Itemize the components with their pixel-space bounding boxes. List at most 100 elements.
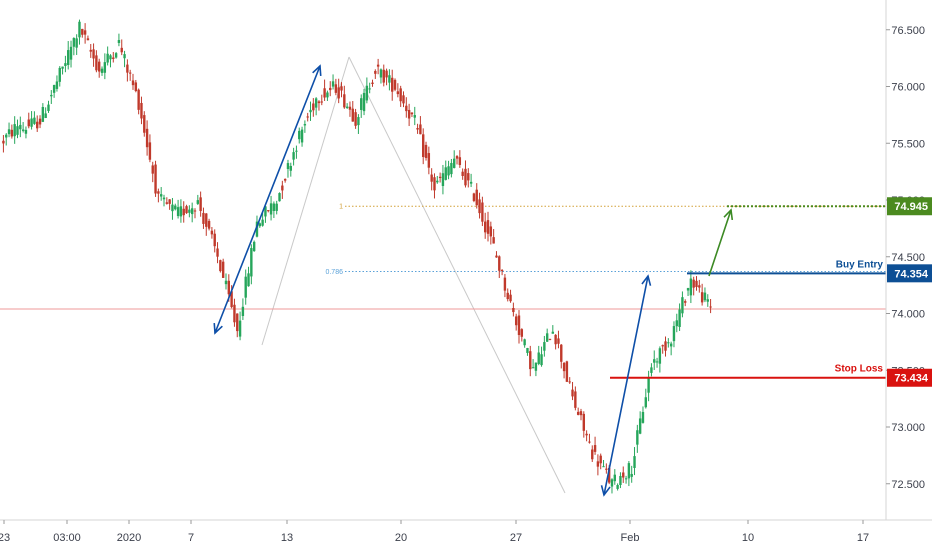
candle-body	[385, 70, 388, 78]
candle-body	[596, 461, 600, 467]
target-price-tag-bg	[887, 197, 932, 216]
candle-body	[576, 411, 580, 415]
candle-body	[2, 140, 5, 144]
target-arrow-head	[723, 208, 734, 221]
candle-body	[492, 237, 495, 244]
candle-body	[303, 124, 307, 126]
candle-body	[388, 75, 391, 83]
candle-body	[100, 68, 104, 73]
candle-body	[312, 103, 315, 111]
candle-body	[145, 128, 149, 148]
price-axis[interactable]: 72.50073.00073.50074.00074.50075.00075.5…	[885, 0, 932, 520]
candle-body	[360, 98, 363, 110]
price-tick-label: 73.000	[891, 422, 925, 434]
candle-body	[227, 280, 231, 295]
candle-body	[320, 101, 323, 103]
price-tick-label: 76.500	[891, 25, 925, 37]
candle-body	[675, 320, 678, 327]
candle-body	[112, 57, 115, 59]
candle-body	[585, 433, 588, 436]
buy-entry-label: Buy Entry	[836, 259, 884, 270]
candle-body	[422, 134, 425, 158]
candle-body	[143, 115, 146, 133]
candle-body	[278, 193, 281, 202]
candle-body	[213, 233, 216, 247]
candle-body	[64, 63, 67, 66]
candle-body	[669, 343, 673, 347]
candle-body	[686, 288, 690, 291]
candle-body	[300, 129, 304, 143]
time-axis[interactable]: 23 03:00 2020 7 13 20 27 Feb 10 17	[0, 519, 932, 544]
candle-body	[114, 53, 118, 58]
candle-body	[193, 210, 197, 212]
candle-body	[405, 105, 408, 112]
target-price-tag: 74.945	[894, 201, 928, 213]
candle-body	[128, 72, 132, 74]
candle-body	[298, 130, 301, 140]
candle-body	[540, 354, 543, 366]
candle-body	[424, 144, 428, 158]
candle-body	[117, 40, 121, 43]
candle-body	[120, 47, 123, 53]
time-tick-label: 10	[742, 532, 754, 544]
candle-body	[362, 92, 366, 112]
candle-body	[151, 165, 154, 174]
price-tick-label: 74.000	[891, 309, 925, 321]
candle-body	[545, 333, 549, 342]
stop-loss-price-tag: 73.434	[894, 373, 929, 385]
candle-body	[602, 466, 605, 468]
candle-body	[458, 157, 462, 165]
candle-body	[185, 206, 188, 214]
candle-body	[357, 117, 360, 126]
candle-body	[331, 81, 335, 87]
candle-body	[38, 118, 42, 125]
candle-body	[348, 106, 352, 110]
candle-body	[50, 94, 53, 97]
candle-body	[529, 351, 532, 370]
candle-body	[653, 359, 656, 363]
candle-body	[33, 117, 36, 124]
candle-body	[7, 129, 11, 135]
candle-body	[706, 299, 709, 302]
candle-body	[207, 220, 211, 229]
candle-body	[44, 113, 47, 119]
candle-body	[438, 176, 442, 179]
candle-body	[613, 474, 616, 482]
reversal-arrow-head	[641, 274, 652, 286]
candle-body	[472, 193, 476, 201]
candle-body	[188, 209, 191, 213]
candle-body	[636, 430, 639, 445]
candle-body	[447, 166, 450, 176]
candle-body	[427, 153, 431, 168]
candle-body	[171, 204, 174, 212]
candle-body	[13, 124, 16, 137]
candle-body	[692, 279, 695, 288]
candle-body	[514, 316, 518, 326]
candle-body	[605, 468, 608, 470]
candle-body	[534, 362, 538, 371]
candle-body	[52, 84, 56, 93]
candle-body	[134, 82, 138, 92]
candle-body	[571, 389, 574, 397]
candle-body	[396, 91, 400, 95]
candle-body	[599, 455, 602, 464]
candle-body	[326, 92, 329, 98]
price-tick-label: 75.500	[891, 138, 925, 150]
candle-body	[98, 61, 101, 72]
candle-body	[210, 230, 214, 235]
price-tick-label: 74.500	[891, 252, 925, 264]
candle-body	[19, 124, 22, 130]
candle-body	[36, 121, 39, 129]
candle-body	[467, 173, 470, 181]
candle-body	[154, 164, 157, 194]
upswing-arrow-head	[312, 64, 322, 77]
time-tick-label: 2020	[117, 532, 141, 544]
candle-body	[551, 331, 555, 334]
candle-body	[16, 126, 19, 135]
plot-area[interactable]: 1 0.786 Buy Entry Stop Loss	[0, 19, 886, 497]
candle-body	[103, 62, 107, 73]
candle-body	[506, 292, 509, 300]
candle-body	[224, 280, 228, 285]
candle-body	[238, 320, 242, 337]
